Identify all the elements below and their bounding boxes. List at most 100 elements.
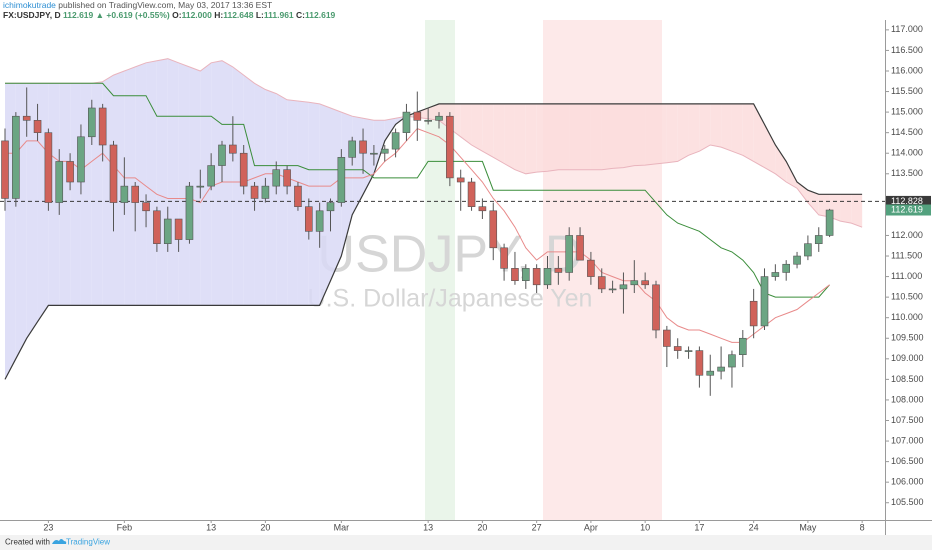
candle-body [326,202,335,212]
cloud-fill [59,83,71,306]
candle-body [98,107,107,146]
candle-body [782,263,791,273]
candle-body [359,140,367,154]
cloud-fill [156,58,168,306]
header-line: ichimokutrade published on TradingView.c… [3,0,272,10]
candle-body [597,276,606,290]
axes: 105.500 106.000 106.500 107.000 107.500 108.0… [43,24,931,532]
candle-body [478,206,487,212]
candle-body [294,185,302,207]
cloud-fill [330,107,342,281]
y-tick-label: 111.500 [891,250,922,260]
candle-body [348,140,357,158]
ohlc-value: 112.648 [223,10,254,20]
cloud-fill [797,182,808,203]
candle-body [456,177,465,183]
y-tick-label: 112.000 [891,230,923,240]
x-tick-label: 27 [532,522,542,532]
cloud-fill [807,190,819,215]
candle-body [304,206,313,232]
candle-body [370,152,378,155]
price-label-box [886,204,931,216]
candle-body [163,218,172,244]
cloud-fill [70,83,81,306]
candle-body [435,115,443,121]
y-tick-label: 106.500 [891,456,924,466]
candle-body [695,350,704,376]
candle-body [413,111,422,121]
candle-body [1,140,9,199]
cloud-fill [612,103,624,169]
x-tick-label: May [799,522,817,532]
candle-body [511,268,519,281]
candle-body [446,115,454,179]
cloud-fill [721,103,732,152]
cloud-fill [297,101,309,306]
cloud-fill [384,118,396,141]
candle-body [641,280,649,286]
x-tick-label: 10 [640,522,650,532]
cloud-fill [471,103,483,152]
cloud-fill [710,103,722,148]
y-tick-label: 109.500 [891,333,924,343]
candle-body [630,280,639,286]
cloud-fill [146,60,157,306]
cloud-fill [590,103,602,170]
cloud-fill [222,60,233,306]
cloud-fill [688,103,700,156]
candle-body [684,350,693,352]
cloud-fill [124,66,136,306]
candle-body [619,284,628,290]
candle-body [272,169,281,187]
candle-body [12,115,20,199]
candle-body [793,255,801,265]
candle-body [825,209,834,236]
cloud-fill [536,103,548,173]
candle-body [738,337,747,356]
cloud-fill [287,99,298,306]
price-change: ▲ +0.619 (+0.55%) [96,10,170,20]
cloud-fill [493,103,505,164]
y-tick-label: 108.000 [891,394,924,404]
y-tick-label: 111.000 [891,271,922,281]
candle-body [120,185,129,203]
cloud-fill [504,103,515,170]
price-label-box [886,195,931,207]
x-tick-label: 8 [860,522,865,532]
ohlc-value: 111.961 [264,10,294,20]
x-tick-label: 23 [43,522,53,532]
cloud-fill [167,58,179,306]
y-tick-label: 114.000 [891,148,923,158]
candle-body [760,276,769,327]
ohlc-value: 112.619 [305,10,336,20]
candle-body [196,185,205,188]
candle-body [142,202,150,212]
footer-brand[interactable]: TradingView [66,538,110,547]
candle-body [185,185,194,240]
symbol: FX:USDJPY, D [3,10,61,20]
candle-body [44,132,53,203]
candle-body [315,210,324,232]
candle-body [250,185,259,199]
cloud-fill [265,89,277,306]
x-tick-label: 17 [694,522,704,532]
x-tick-label: Feb [117,522,133,532]
author[interactable]: ichimokutrade [3,0,56,10]
candle-body [66,161,74,183]
cloud-fill [482,103,494,158]
candle-body [467,181,476,207]
cloud-fill [764,124,776,174]
candle-body [424,120,432,122]
candle-body [565,235,574,273]
candle-body [283,169,291,187]
candle-body [131,185,139,203]
candle-body [804,243,812,257]
y-tick-label: 114.500 [891,127,923,137]
candle-body [673,346,682,351]
footer-text: Created with [5,538,50,547]
brand-icon [52,539,67,544]
watermark-description: U.S. Dollar/Japanese Yen [308,285,593,313]
candle-body [380,148,389,154]
candle-body [728,354,736,368]
